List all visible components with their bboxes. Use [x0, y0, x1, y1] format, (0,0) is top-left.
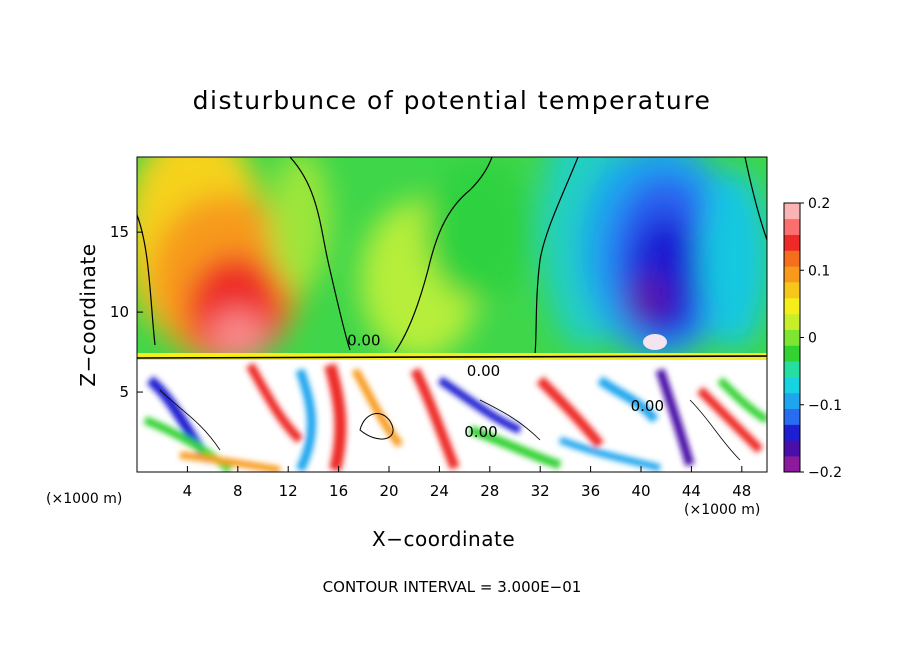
contour-label: 0.00	[631, 397, 664, 415]
x-tick-label: 32	[531, 482, 550, 500]
colorbar-swatch	[784, 297, 800, 315]
x-tick-label: 8	[233, 482, 243, 500]
colorbar-swatch	[784, 250, 800, 267]
colorbar-swatch	[784, 456, 800, 473]
x-tick-label: 36	[581, 482, 600, 500]
x-tick-label: 40	[631, 482, 650, 500]
colorbar-tick-label: 0	[808, 331, 817, 347]
x-unit-label-left: (×1000 m)	[46, 491, 123, 507]
contour-interval-note: CONTOUR INTERVAL = 3.000E−01	[322, 578, 582, 596]
colorbar-swatch	[784, 392, 800, 410]
x-tick-label: 28	[480, 482, 499, 500]
heatmap-field	[137, 157, 767, 472]
colorbar-ticks: 0.2 0.1 0 −0.1 −0.2	[800, 196, 842, 481]
colorbar-swatch	[784, 282, 800, 299]
x-tick-label: 24	[430, 482, 449, 500]
y-axis-label: Z−coordinate	[76, 243, 100, 387]
colorbar-swatch	[784, 424, 800, 441]
y-tick-label: 10	[110, 303, 129, 321]
x-axis: 4 8 12 16 20 24 28 32 36 40 44 48	[183, 466, 751, 500]
colorbar-tick-label: 0.2	[808, 196, 830, 212]
y-tick-label: 15	[110, 223, 129, 241]
colorbar	[784, 203, 800, 473]
colorbar-swatch	[784, 218, 800, 235]
x-tick-label: 4	[183, 482, 193, 500]
colorbar-swatch	[784, 408, 800, 425]
chart-title: disturbunce of potential temperature	[192, 86, 712, 115]
x-tick-label: 48	[732, 482, 751, 500]
colorbar-swatch	[784, 377, 800, 394]
x-tick-label: 12	[279, 482, 298, 500]
colorbar-swatch	[784, 266, 800, 283]
x-axis-label: X−coordinate	[372, 527, 516, 551]
colorbar-swatch	[784, 440, 800, 457]
colorbar-swatch	[784, 329, 800, 346]
colorbar-swatch	[784, 203, 800, 220]
x-unit-label-right: (×1000 m)	[684, 502, 761, 518]
colorbar-swatch	[784, 361, 800, 378]
x-tick-label: 44	[682, 482, 701, 500]
colorbar-swatch	[784, 234, 800, 251]
x-tick-label: 16	[329, 482, 348, 500]
y-axis: 5 10 15	[110, 223, 143, 401]
contour-label: 0.00	[347, 332, 380, 350]
contour-label: 0.00	[464, 423, 497, 441]
colorbar-tick-label: −0.2	[808, 465, 842, 481]
colorbar-tick-label: −0.1	[808, 398, 842, 414]
x-tick-label: 20	[379, 482, 398, 500]
y-tick-label: 5	[119, 383, 129, 401]
contour-labels: 0.00 0.00 0.00 0.00	[347, 332, 664, 441]
colorbar-swatch	[784, 313, 800, 330]
plot-frame	[136, 156, 768, 473]
colorbar-swatch	[784, 345, 800, 362]
colorbar-tick-label: 0.1	[808, 263, 830, 279]
contour-label: 0.00	[467, 362, 500, 380]
